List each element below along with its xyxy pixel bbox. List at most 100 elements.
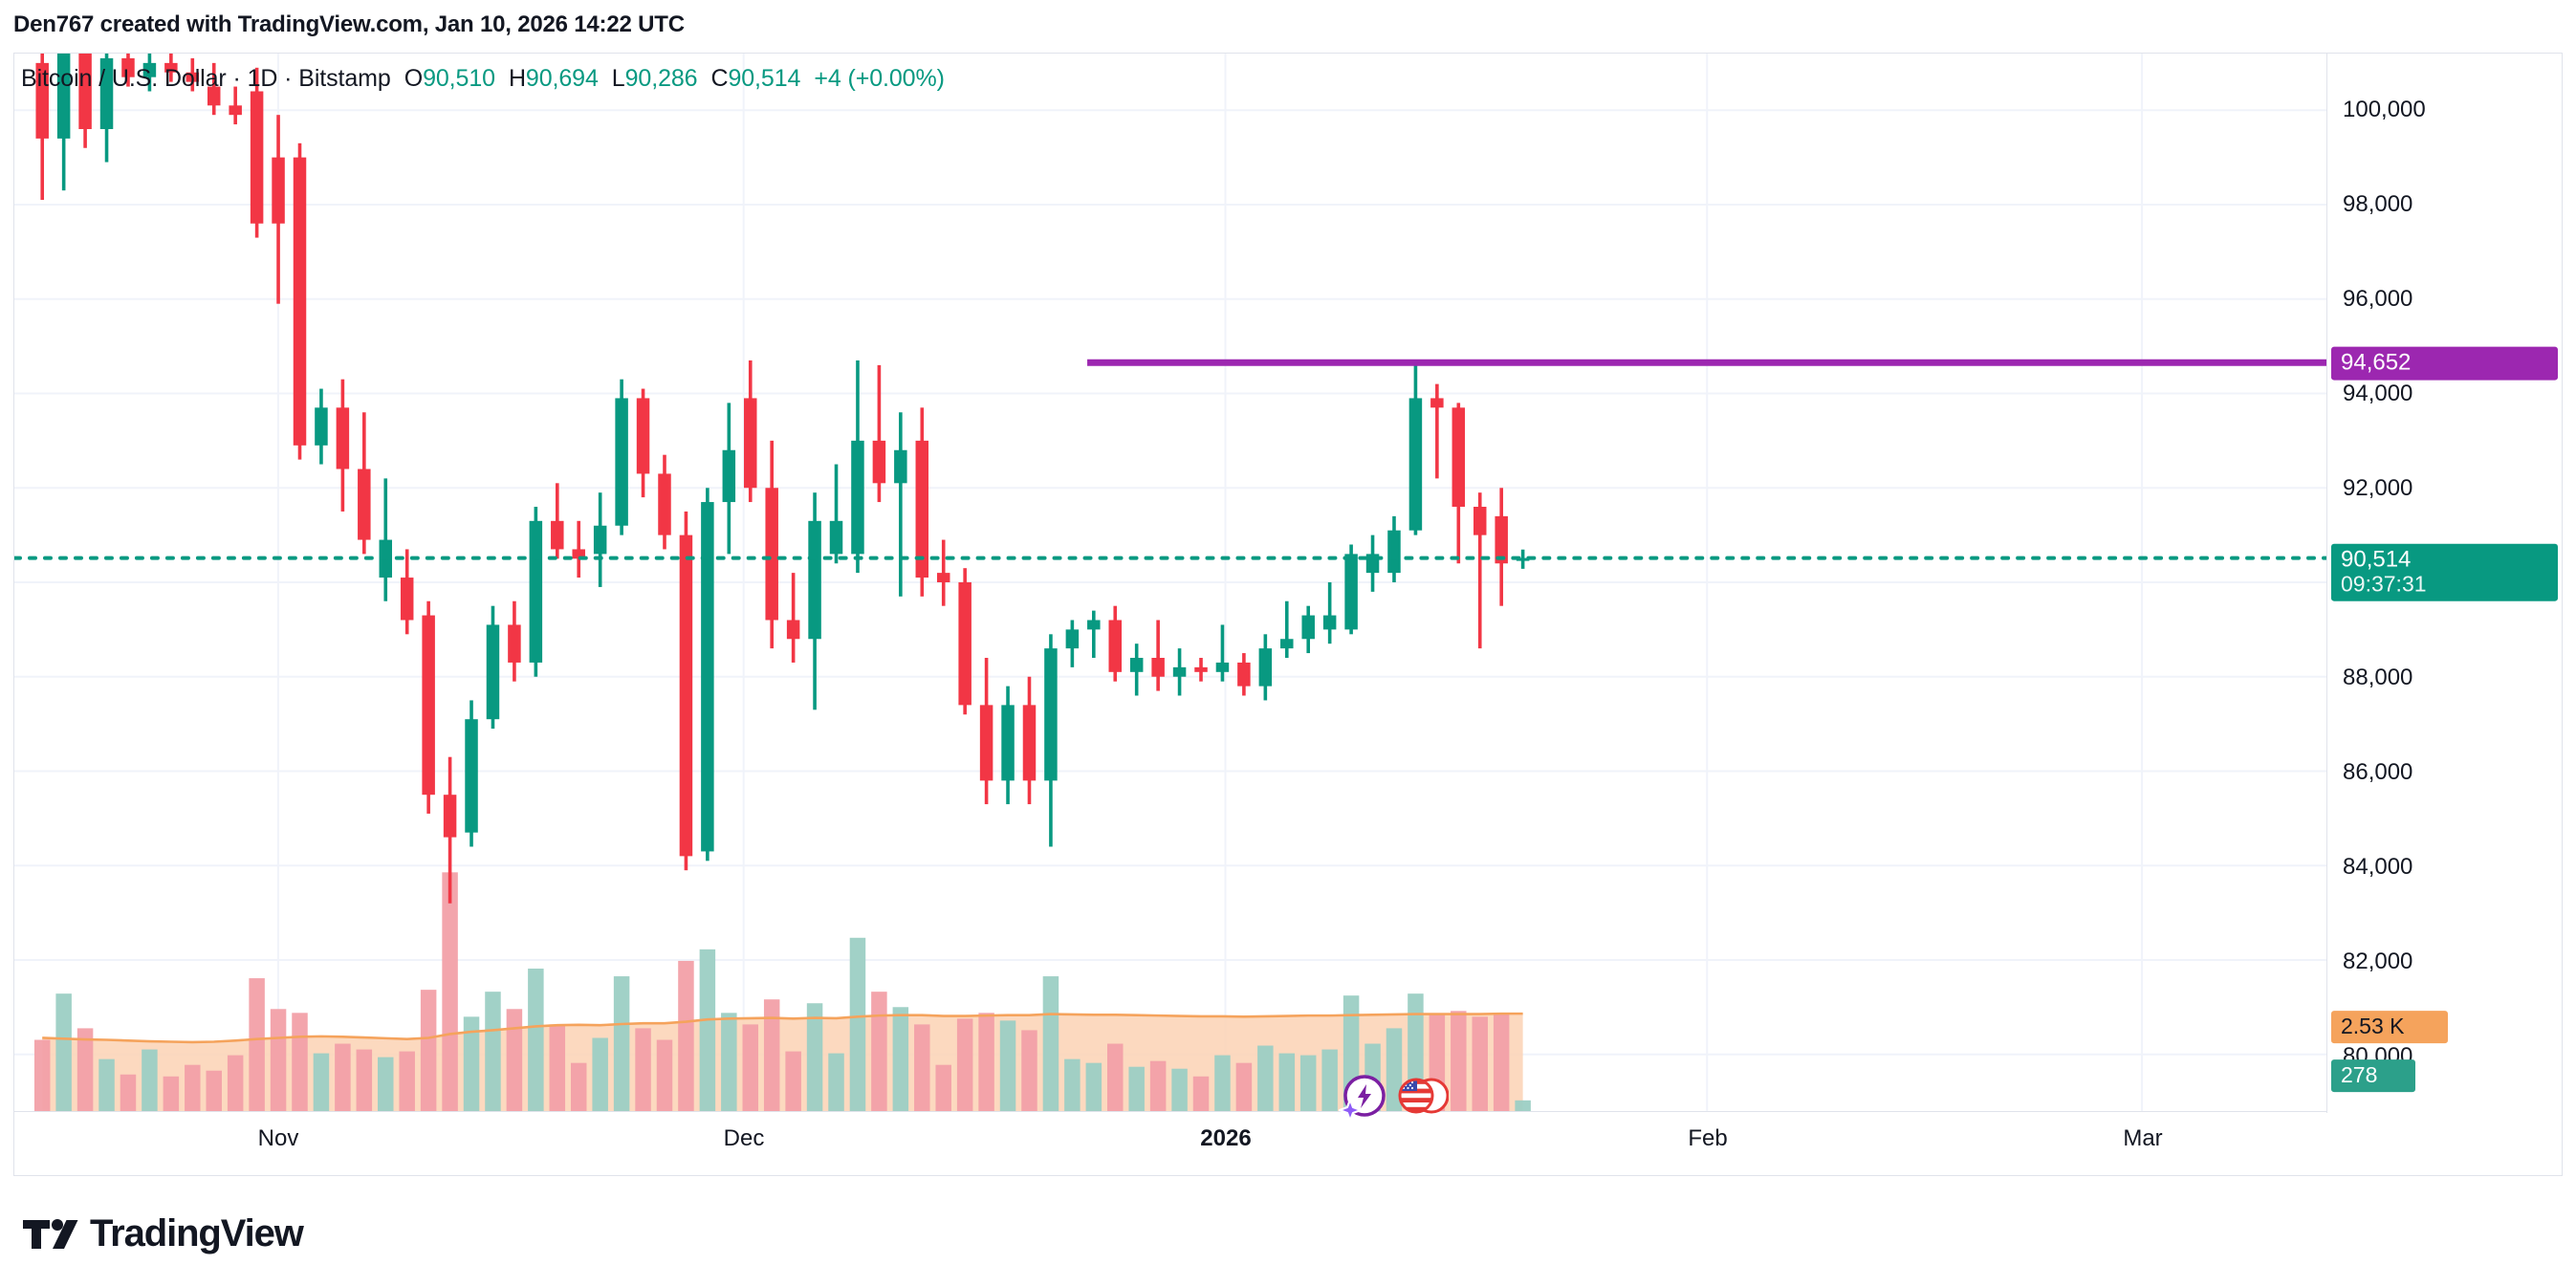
price-tick-label: 94,000 (2343, 381, 2413, 407)
candle-body (1022, 705, 1037, 781)
candle-body (894, 449, 907, 484)
volume-bar (506, 1009, 523, 1111)
candle-body (529, 520, 543, 663)
volume-bar (956, 1018, 973, 1111)
candle-body (1215, 662, 1230, 672)
candle-body (786, 620, 800, 640)
candle-body (915, 440, 929, 578)
candle-body (615, 398, 628, 526)
legend-interval[interactable]: 1D (247, 65, 278, 92)
volume-bar (378, 1057, 394, 1111)
candle-body (465, 719, 478, 833)
candle-body (744, 398, 757, 489)
volume-bar (463, 1016, 480, 1111)
candle-body (593, 525, 607, 555)
candle-body (1301, 615, 1315, 640)
volume-bar (570, 1062, 587, 1111)
price-tick-label: 98,000 (2343, 191, 2413, 218)
candle-body (358, 469, 371, 540)
candle-body (1473, 507, 1487, 535)
candle-wick (1327, 582, 1332, 644)
volume-badge[interactable]: 278 (2331, 1059, 2415, 1092)
legend-high-value: 90,694 (525, 65, 599, 92)
price-pane[interactable] (14, 54, 2326, 1111)
countdown-value: 09:37:31 (2341, 572, 2427, 598)
volume-bar (785, 1051, 801, 1111)
candle-body (186, 72, 200, 82)
volume-ma-badge[interactable]: 2.53 K (2331, 1011, 2448, 1043)
volume-bar (227, 1055, 244, 1111)
last-price-badge[interactable]: 90,514 09:37:31 (2331, 543, 2558, 601)
candle-wick (877, 364, 882, 503)
volume-bar (656, 1039, 673, 1111)
candle-body (1280, 639, 1294, 649)
legend-open-label: O (404, 65, 424, 92)
time-axis[interactable]: Nov Dec 2026 Feb Mar (14, 1111, 2562, 1175)
volume-bar (163, 1076, 180, 1111)
volume-bar (1064, 1058, 1081, 1111)
candle-body (808, 520, 821, 640)
volume-bar (206, 1070, 222, 1111)
volume-bar (828, 1053, 844, 1111)
candle-body (979, 705, 993, 781)
volume-bar (699, 949, 716, 1111)
tradingview-wordmark: TradingView (90, 1212, 304, 1254)
candle-body (250, 91, 264, 224)
volume-bar (442, 872, 458, 1111)
price-axis[interactable]: 100,00098,00096,00094,00092,00090,00088,… (2326, 54, 2562, 1113)
tradingview-logo[interactable]: TradingView (23, 1212, 304, 1255)
candle-body (1129, 658, 1144, 672)
candle-body (722, 449, 736, 503)
horizontal-line-price-badge[interactable]: 94,652 (2331, 346, 2558, 381)
candle-body (422, 615, 435, 796)
legend-exchange[interactable]: Bitstamp (298, 65, 391, 92)
candle-body (1151, 658, 1165, 677)
candle-body (572, 549, 585, 559)
candle-body (1387, 530, 1401, 574)
candle-body (486, 624, 500, 720)
candle-body (78, 54, 92, 129)
candle-body (1495, 515, 1508, 564)
legend-high-label: H (508, 65, 526, 92)
volume-bar (549, 1024, 566, 1111)
candle-wick (1435, 383, 1439, 479)
volume-bar (33, 1039, 51, 1111)
volume-bar (613, 976, 630, 1111)
volume-bar (1451, 1011, 1467, 1111)
legend-change: +4 (+0.00%) (814, 65, 945, 92)
time-tick-label: 2026 (1200, 1125, 1252, 1151)
volume-bar (1493, 1013, 1510, 1111)
candle-body (1237, 662, 1251, 687)
ai-sparkle-icon[interactable] (1337, 1073, 1386, 1123)
candle-body (272, 157, 285, 224)
volume-bar (292, 1013, 308, 1111)
us-flag-event-icon[interactable] (1395, 1073, 1449, 1119)
candle-wick (1156, 620, 1160, 691)
volume-ma-line (42, 1012, 1523, 1044)
chart-frame[interactable]: 100,00098,00096,00094,00092,00090,00088,… (13, 53, 2563, 1176)
volume-bar (806, 1003, 823, 1111)
candle-body (1194, 666, 1208, 672)
candle-wick (1092, 610, 1096, 658)
candle-wick (834, 464, 839, 564)
time-tick-label: Dec (723, 1125, 765, 1151)
chart-legend[interactable]: Bitcoin / U.S. Dollar · 1D · Bitstamp O90… (21, 65, 945, 93)
volume-bar (871, 992, 887, 1111)
volume-bar (678, 960, 694, 1111)
volume-bar (313, 1053, 330, 1111)
volume-bar (142, 1049, 158, 1111)
volume-bar (742, 1024, 759, 1111)
legend-symbol[interactable]: Bitcoin / U.S. Dollar (21, 65, 227, 92)
candle-body (829, 520, 843, 555)
volume-bar (1515, 1100, 1531, 1111)
candle-wick (1220, 624, 1225, 682)
volume-bar (356, 1049, 373, 1111)
candle-body (1430, 398, 1444, 408)
volume-bar (1107, 1043, 1124, 1111)
candle-body (1001, 705, 1015, 781)
candle-body (56, 54, 71, 139)
price-tick-label: 96,000 (2343, 286, 2413, 313)
price-tick-label: 84,000 (2343, 853, 2413, 880)
candle-body (936, 573, 950, 582)
